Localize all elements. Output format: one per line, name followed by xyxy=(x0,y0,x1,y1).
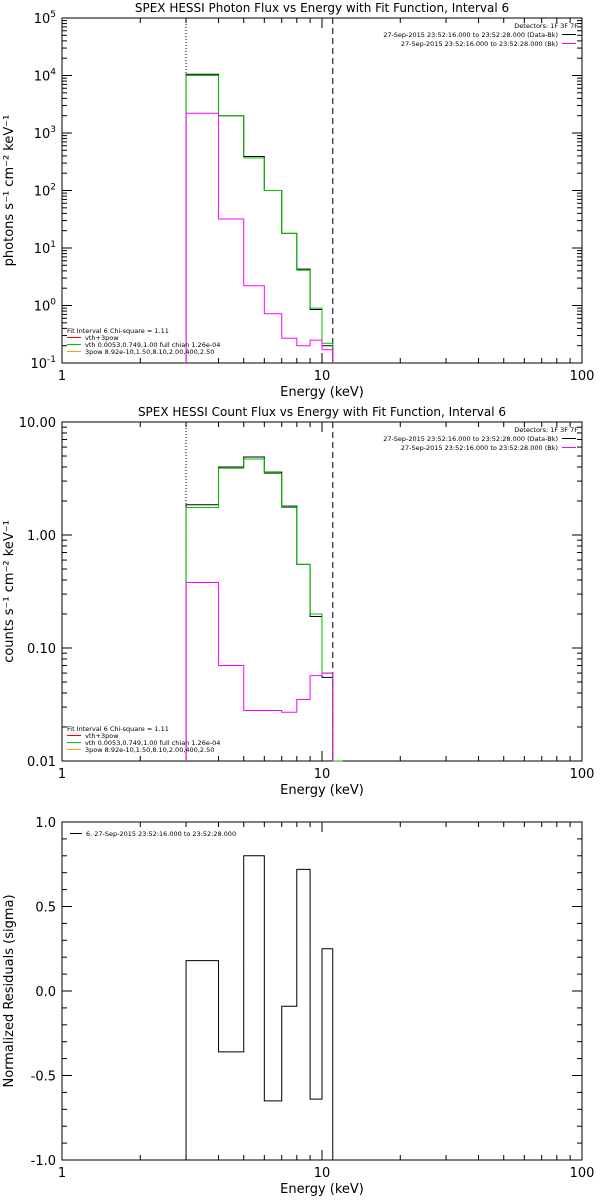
x-tick-label: 1 xyxy=(58,369,66,384)
x-tick-label: 100 xyxy=(570,1166,595,1181)
data-series-1 xyxy=(185,855,334,1160)
legend-entry-text: 27-Sep-2015 23:52:16.000 to 23:52:28.000… xyxy=(383,31,558,39)
y-tick-exponent: 3 xyxy=(50,125,56,135)
y-tick-label: 0.10 xyxy=(27,642,56,657)
legend-entry-text: 27-Sep-2015 23:52:16.000 to 23:52:28.000… xyxy=(401,444,558,452)
y-tick-base: 10 xyxy=(34,127,51,142)
y-tick-label: 104 xyxy=(34,68,57,85)
fit-legend-text: vth 0.0053,0.749,1.00 full chian 1.26e-0… xyxy=(85,739,220,747)
y-tick-label: -1.0 xyxy=(31,1154,56,1169)
y-tick-label: 100 xyxy=(34,298,57,315)
x-tick-label: 10 xyxy=(314,1166,331,1181)
x-tick-label: 1 xyxy=(58,767,66,782)
y-tick-label: 102 xyxy=(34,183,56,200)
fit-legend-header: Fit Interval 6 Chi-square = 1.11 xyxy=(67,327,169,335)
chart-title: SPEX HESSI Count Flux vs Energy with Fit… xyxy=(138,405,506,419)
y-tick-exponent: -1 xyxy=(47,355,56,365)
fit-legend-text: vth 0.0053,0.749,1.00 full chian 1.26e-0… xyxy=(85,341,220,349)
y-tick-exponent: 1 xyxy=(50,240,56,250)
y-tick-label: 1.0 xyxy=(35,816,56,831)
y-tick-exponent: 2 xyxy=(50,183,56,193)
y-tick-label: 101 xyxy=(34,240,56,257)
x-axis-label: Energy (keV) xyxy=(280,783,364,798)
data-series-1 xyxy=(185,456,334,761)
y-tick-exponent: 5 xyxy=(50,10,56,20)
data-series-3 xyxy=(185,581,334,761)
detectors-label: Detectors: 1F 3F 7F xyxy=(514,22,578,30)
legend-entry-text: 6. 27-Sep-2015 23:52:16.000 to 23:52:28.… xyxy=(86,830,236,838)
x-axis-label: Energy (keV) xyxy=(280,1182,364,1197)
y-axis-label: Normalized Residuals (sigma) xyxy=(2,894,17,1087)
data-series-2 xyxy=(185,75,334,363)
chart-panel-2: SPEX HESSI Count Flux vs Energy with Fit… xyxy=(2,405,594,798)
y-tick-base: 10 xyxy=(34,185,51,200)
y-tick-base: 10 xyxy=(34,300,51,315)
fit-legend-text: vth+3pow xyxy=(85,732,119,740)
legend-entry-text: 27-Sep-2015 23:52:16.000 to 23:52:28.000… xyxy=(383,435,558,443)
detectors-label: Detectors: 1F 3F 7F xyxy=(514,426,578,434)
y-axis-label: counts s⁻¹ cm⁻² keV⁻¹ xyxy=(2,520,17,663)
y-tick-base: 10 xyxy=(30,357,47,372)
legend-entry-text: 27-Sep-2015 23:52:16.000 to 23:52:28.000… xyxy=(401,40,558,48)
fit-legend-text: vth+3pow xyxy=(85,334,119,342)
data-series-3 xyxy=(185,112,334,363)
data-series-1 xyxy=(185,73,334,363)
y-tick-label: 105 xyxy=(34,10,56,27)
y-tick-label: 10-1 xyxy=(30,355,56,372)
fit-legend-text: 3pow 8.92e-10,1.50,8.10,2.00,400,2.50 xyxy=(85,348,214,356)
x-tick-label: 10 xyxy=(314,369,331,384)
y-tick-label: 0.5 xyxy=(35,901,56,916)
y-tick-base: 10 xyxy=(34,70,51,85)
y-tick-label: -0.5 xyxy=(31,1070,56,1085)
x-tick-label: 10 xyxy=(314,767,331,782)
chart-panel-3: 1 10 100 Energy (keV) -1.0 -0.5 0.0 0.5 1.0 Norma… xyxy=(2,816,594,1197)
x-tick-label: 100 xyxy=(570,369,595,384)
fit-legend-text: 3pow 8.92e-10,1.50,8.10,2.00,400,2.50 xyxy=(85,746,214,754)
y-tick-label: 0.0 xyxy=(35,985,56,1000)
fit-legend-header: Fit Interval 6 Chi-square = 1.11 xyxy=(67,725,169,733)
y-tick-label: 10.00 xyxy=(19,416,56,431)
chart-title: SPEX HESSI Photon Flux vs Energy with Fi… xyxy=(135,1,509,15)
y-tick-exponent: 0 xyxy=(50,298,56,308)
y-tick-label: 0.01 xyxy=(27,755,56,770)
y-tick-exponent: 4 xyxy=(50,68,56,78)
y-tick-label: 1.00 xyxy=(27,529,56,544)
y-tick-base: 10 xyxy=(34,12,51,27)
x-tick-label: 100 xyxy=(570,767,595,782)
y-axis-label: photons s⁻¹ cm⁻² keV⁻¹ xyxy=(2,115,17,267)
chart-panel-1: SPEX HESSI Photon Flux vs Energy with Fi… xyxy=(2,1,594,400)
y-tick-base: 10 xyxy=(34,242,51,257)
y-tick-label: 103 xyxy=(34,125,56,142)
x-axis-label: Energy (keV) xyxy=(280,385,364,400)
x-tick-label: 1 xyxy=(58,1166,66,1181)
plot-frame xyxy=(61,421,583,762)
